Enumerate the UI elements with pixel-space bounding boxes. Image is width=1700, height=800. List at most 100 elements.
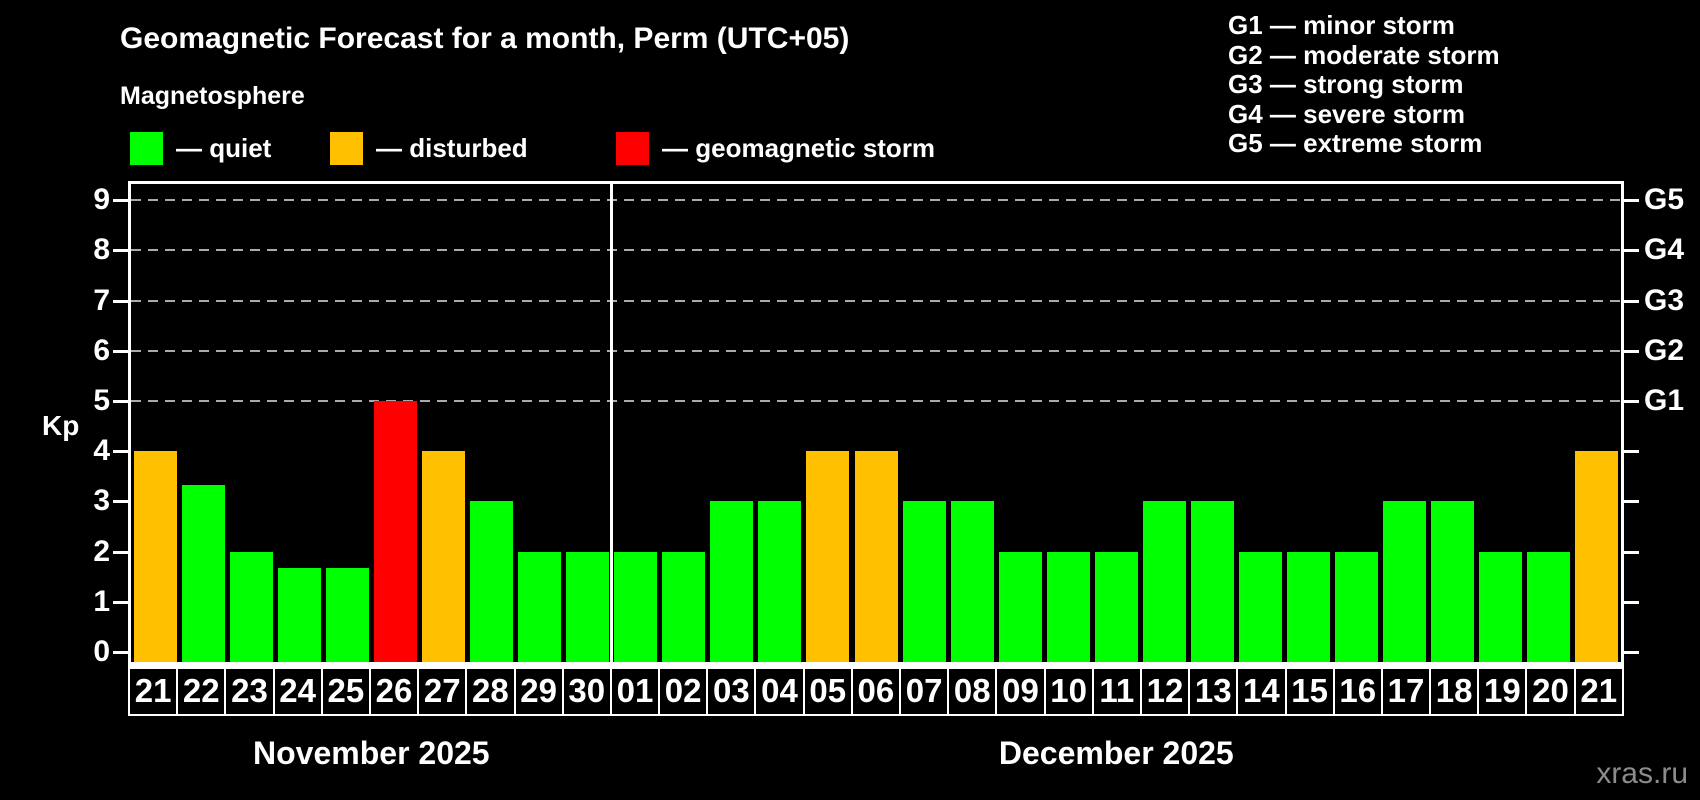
kp-bar <box>1383 501 1427 662</box>
kp-bar <box>1527 551 1571 662</box>
kp-tick-label: 8 <box>93 233 110 267</box>
day-cell: 27 <box>417 667 468 716</box>
month-label: November 2025 <box>253 735 490 771</box>
kp-bar <box>758 501 802 662</box>
kp-tick-label: 2 <box>93 534 110 568</box>
month-separator-line <box>609 184 613 662</box>
kp-bar <box>229 551 273 662</box>
kp-bar <box>1190 501 1234 662</box>
day-axis: 21 22 23 24 25 26 27 28 29 30 01 02 03 04 05 06 07 08 09 10… <box>128 667 1624 716</box>
day-cell: 18 <box>1429 667 1480 716</box>
day-cell: 23 <box>224 667 275 716</box>
kp-bar <box>1142 501 1186 662</box>
kp-bar <box>566 551 610 662</box>
day-cell: 20 <box>1525 667 1576 716</box>
kp-tick-left <box>113 249 131 253</box>
legend-label-quiet: — quiet <box>176 133 272 163</box>
kp-tick-right <box>1622 550 1639 554</box>
day-cell: 17 <box>1380 667 1432 716</box>
chart-title: Geomagnetic Forecast for a month, Perm (… <box>120 22 850 55</box>
kp-tick-left <box>113 199 131 203</box>
day-cell: 19 <box>1477 667 1528 716</box>
day-cell: 30 <box>561 667 612 716</box>
kp-bar <box>133 451 177 662</box>
day-cell: 14 <box>1236 667 1287 716</box>
day-cell: 15 <box>1284 667 1335 716</box>
kp-bar <box>1575 451 1619 662</box>
kp-bar <box>662 551 706 662</box>
kp-tick-left <box>113 600 131 604</box>
g-scale-legend-g5: G5 — extreme storm <box>1228 128 1483 159</box>
kp-tick-left <box>113 349 131 353</box>
kp-tick-left <box>113 550 131 554</box>
day-cell: 29 <box>513 667 564 716</box>
kp-tick-left <box>113 400 131 403</box>
chart-subtitle: Magnetosphere <box>120 82 305 110</box>
kp-tick-label: 5 <box>93 384 110 417</box>
kp-tick-right <box>1622 600 1639 604</box>
kp-bar <box>277 568 321 662</box>
kp-bar <box>902 501 946 662</box>
kp-tick-right <box>1622 400 1639 403</box>
quiet-color-swatch <box>130 132 163 165</box>
kp-tick-label: 7 <box>93 283 110 317</box>
kp-tick-label: 1 <box>93 584 110 618</box>
legend-label-storm: — geomagnetic storm <box>662 133 936 163</box>
kp-bar <box>421 451 465 662</box>
kp-tick-label: 9 <box>93 183 110 217</box>
month-label: December 2025 <box>998 735 1234 771</box>
kp-bar <box>1479 551 1523 662</box>
storm-color-swatch <box>616 132 649 165</box>
kp-tick-left <box>113 651 131 654</box>
day-cell: 22 <box>176 667 227 716</box>
day-cell: 21 <box>1573 667 1624 716</box>
kp-tick-right <box>1622 349 1639 353</box>
gridline-kp5 <box>131 400 1621 402</box>
kp-bar <box>1335 551 1379 662</box>
g-axis-label-g1: G1 <box>1644 384 1685 417</box>
kp-tick-right <box>1622 651 1639 654</box>
legend-item-disturbed: — disturbed <box>330 132 528 165</box>
plot-area <box>128 181 1624 667</box>
day-cell: 05 <box>802 667 853 716</box>
kp-tick-left <box>113 450 131 454</box>
kp-bar <box>518 551 562 662</box>
g-axis-label-g4: G4 <box>1644 233 1685 267</box>
kp-bar <box>373 401 417 662</box>
g-scale-legend-g4: G4 — severe storm <box>1228 98 1466 129</box>
kp-bar <box>181 484 225 662</box>
g-scale-legend: G1 — minor storm G2 — moderate storm G3 … <box>1228 10 1500 159</box>
g-scale-legend-g2: G2 — moderate storm <box>1228 39 1500 70</box>
day-cell: 24 <box>272 667 323 716</box>
gridline-kp6 <box>131 349 1621 352</box>
kp-tick-right <box>1622 450 1639 454</box>
kp-bar <box>1094 551 1138 662</box>
kp-tick-label: 4 <box>93 434 110 468</box>
kp-tick-left <box>113 500 131 504</box>
day-cell: 02 <box>658 667 709 716</box>
g-axis-label-g2: G2 <box>1644 333 1685 367</box>
day-cell: 28 <box>465 667 516 716</box>
kp-tick-right <box>1622 249 1639 253</box>
day-cell: 08 <box>947 667 998 716</box>
kp-bar <box>325 568 369 662</box>
kp-bar <box>1431 501 1475 662</box>
g-scale-legend-g1: G1 — minor storm <box>1228 10 1455 40</box>
day-cell: 04 <box>754 667 805 716</box>
kp-tick-right <box>1622 500 1639 504</box>
day-cell: 01 <box>609 667 661 716</box>
g-scale-legend-g3: G3 — strong storm <box>1228 69 1464 100</box>
kp-axis-label: Kp <box>42 410 80 441</box>
legend-item-quiet: — quiet <box>130 132 271 165</box>
day-cell: 21 <box>128 667 179 716</box>
day-cell: 25 <box>320 667 371 716</box>
gridline-kp8 <box>131 249 1621 252</box>
kp-bar <box>1046 551 1090 662</box>
kp-bar <box>950 501 994 662</box>
day-cell: 13 <box>1188 667 1239 716</box>
day-cell: 16 <box>1332 667 1383 716</box>
kp-bar <box>1287 551 1331 662</box>
day-cell: 07 <box>899 667 950 716</box>
kp-bar <box>854 451 898 662</box>
day-cell: 12 <box>1139 667 1191 716</box>
